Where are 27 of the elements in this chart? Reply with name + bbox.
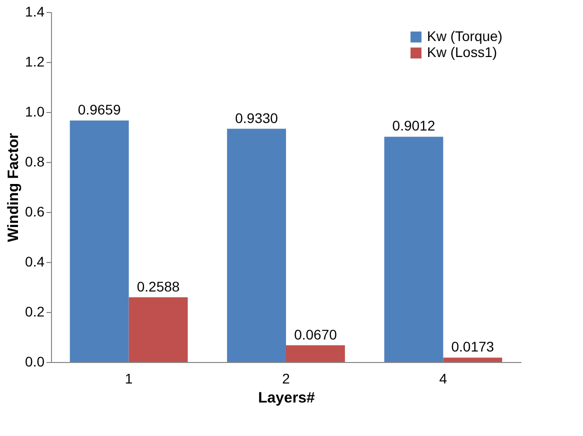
y-tick-label: 0.2 (25, 304, 45, 320)
bar (443, 358, 502, 362)
bar (70, 120, 129, 362)
data-label: 0.2588 (136, 278, 180, 294)
bar (384, 136, 444, 362)
data-label: 0.0173 (451, 338, 494, 355)
y-tick-label: 0.4 (25, 254, 45, 270)
x-tick-label: 2 (282, 370, 290, 386)
x-tick-label: 1 (124, 370, 133, 386)
y-tick-label: 0.0 (25, 354, 45, 370)
y-tick-label: 1.0 (25, 104, 45, 120)
bar (128, 297, 188, 362)
bar (227, 128, 286, 362)
y-tick-label: 0.8 (25, 154, 45, 170)
y-tick-label: 1.2 (25, 54, 45, 70)
data-label: 0.9012 (392, 118, 436, 134)
data-label: 0.9659 (78, 102, 121, 118)
y-axis-title: Winding Factor (5, 132, 22, 242)
legend-label: Kw (Torque) (427, 28, 502, 44)
data-label: 0.9330 (235, 110, 278, 126)
legend-label: Kw (Loss1) (427, 44, 498, 60)
bar (286, 345, 345, 362)
y-tick-label: 0.6 (25, 204, 45, 220)
y-tick-label: 1.4 (25, 4, 45, 20)
x-tick-label: 4 (439, 370, 448, 386)
data-label: 0.0670 (294, 326, 338, 342)
x-axis-title: Layers# (258, 390, 316, 406)
